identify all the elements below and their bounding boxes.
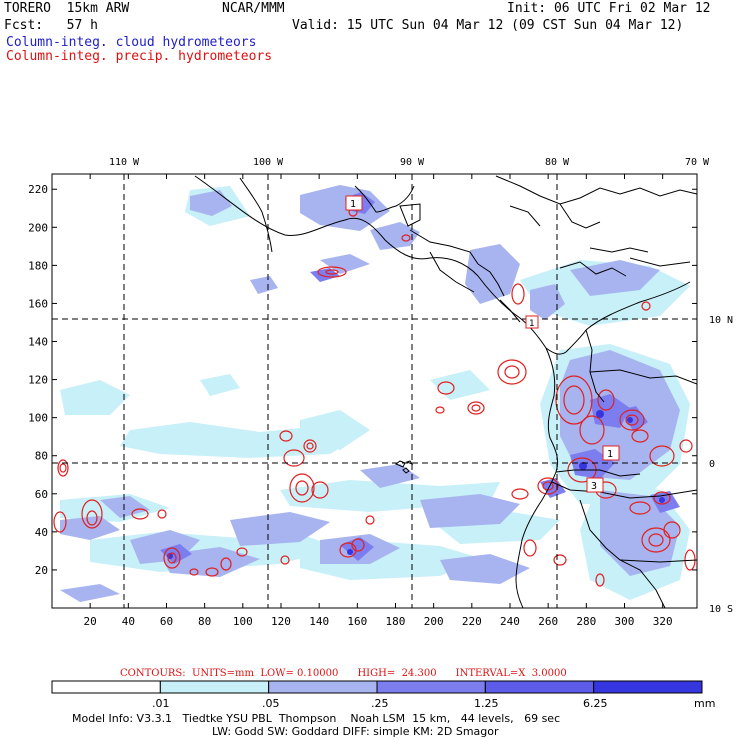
colorbar-level-4: 1.25: [474, 697, 499, 710]
x-tick-label: 160: [347, 615, 367, 628]
model-info-line2: LW: Godd SW: Goddard DIFF: simple KM: 2D…: [212, 725, 499, 738]
longitude-label: 80 W: [545, 157, 570, 168]
colorbar-level-5: 6.25: [583, 697, 608, 710]
x-tick-label: 200: [424, 615, 444, 628]
colorbar-units: mm: [694, 697, 716, 710]
contour-label-4: 3: [591, 481, 597, 492]
latitude-labels: 10 N 0 10 S: [709, 315, 733, 615]
y-axis-ticks: 20 40 60 80 100 120 140 160 180 200 220: [28, 183, 697, 577]
y-tick-label: 220: [28, 183, 48, 196]
x-tick-label: 260: [538, 615, 558, 628]
y-tick-label: 80: [35, 450, 48, 463]
x-tick-label: 240: [500, 615, 520, 628]
colorbar-swatch: [268, 680, 378, 694]
y-tick-label: 120: [28, 374, 48, 387]
init-time: Init: 06 UTC Fri 02 Mar 12: [507, 1, 711, 16]
field-precip-title: Column-integ. precip. hydrometeors: [6, 49, 273, 64]
y-tick-label: 160: [28, 297, 48, 310]
colorbar-swatch: [376, 680, 486, 694]
valid-time: Valid: 15 UTC Sun 04 Mar 12 (09 CST Sun …: [292, 18, 684, 33]
colorbar-frame: [51, 680, 703, 694]
longitude-label: 90 W: [400, 157, 425, 168]
x-tick-label: 320: [653, 615, 673, 628]
x-tick-label: 100: [233, 615, 253, 628]
y-tick-label: 180: [28, 259, 48, 272]
contour-label-group: 1 1 1 3: [345, 195, 620, 493]
colorbar-level-1: .01: [152, 697, 170, 710]
colorbar: [51, 680, 703, 694]
colorbar-swatch: [51, 680, 161, 694]
x-tick-label: 80: [198, 615, 211, 628]
forecast-hour: Fcst: 57 h: [4, 18, 98, 33]
x-axis-ticks: 20 40 60 80 100 120 140 160 180 200 220 240 260 280 30…: [84, 174, 673, 628]
y-tick-label: 100: [28, 412, 48, 425]
x-tick-label: 40: [122, 615, 135, 628]
y-tick-label: 20: [35, 564, 48, 577]
longitude-label: 100 W: [253, 157, 284, 168]
colorbar-level-2: .05: [262, 697, 280, 710]
x-tick-label: 280: [576, 615, 596, 628]
latitude-label: 10 N: [709, 315, 733, 326]
x-tick-label: 220: [462, 615, 482, 628]
y-tick-label: 140: [28, 336, 48, 349]
contour-label-1: 1: [350, 199, 356, 210]
contour-label-3: 1: [529, 319, 534, 329]
longitude-label: 70 W: [685, 157, 710, 168]
x-tick-label: 300: [615, 615, 635, 628]
coastline-layer: [194, 175, 697, 608]
latitude-label: 0: [709, 459, 715, 470]
longitude-label: 110 W: [109, 157, 140, 168]
contour-info: CONTOURS: UNITS=mm LOW= 0.10000 HIGH= 24…: [120, 668, 567, 679]
colorbar-swatch: [484, 680, 595, 694]
y-tick-label: 60: [35, 488, 48, 501]
latitude-label: 10 S: [709, 604, 733, 615]
x-tick-label: 60: [160, 615, 173, 628]
x-tick-label: 140: [309, 615, 329, 628]
plot-frame: [51, 173, 698, 609]
x-tick-label: 180: [386, 615, 406, 628]
lat-lon-gridlines: [52, 174, 697, 608]
y-tick-label: 40: [35, 526, 48, 539]
model-title: TORERO 15km ARW: [4, 1, 130, 16]
cloud-shading-layer: [60, 185, 690, 602]
colorbar-level-3: .25: [371, 697, 389, 710]
model-info-line1: Model Info: V3.3.1 Tiedtke YSU PBL Thomp…: [72, 712, 561, 725]
y-tick-label: 200: [28, 221, 48, 234]
colorbar-swatch: [593, 680, 703, 694]
field-cloud-title: Column-integ. cloud hydrometeors: [6, 35, 257, 50]
longitude-labels: 110 W 100 W 90 W 80 W 70 W: [109, 157, 710, 168]
contour-label-2: 1: [607, 449, 613, 460]
precip-contours: [53, 207, 696, 587]
x-tick-label: 120: [271, 615, 291, 628]
organization: NCAR/MMM: [222, 1, 285, 16]
x-tick-label: 20: [84, 615, 97, 628]
colorbar-swatch: [159, 680, 270, 694]
